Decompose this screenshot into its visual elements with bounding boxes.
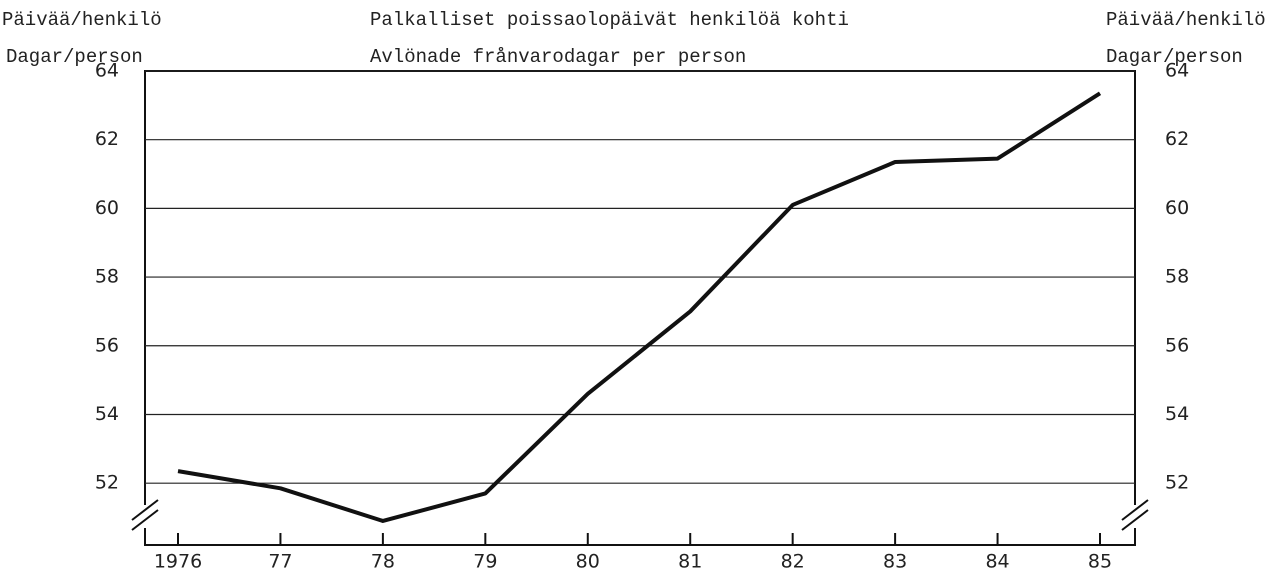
y-tick-label: 60 (95, 197, 119, 219)
y-axis-label: Päivää/henkilö (2, 9, 162, 31)
x-tick-label: 78 (371, 551, 395, 573)
plot-frame (144, 70, 1136, 505)
y2-axis-label: Päivää/henkilö (1106, 9, 1266, 31)
axis-break (131, 499, 159, 531)
y-tick-label: 62 (95, 128, 119, 150)
x-tick-label: 84 (985, 551, 1009, 573)
x-tick-label: 85 (1088, 551, 1112, 573)
x-tick-label: 83 (883, 551, 907, 573)
y-tick-label: 56 (95, 334, 119, 356)
x-tick-label: 80 (576, 551, 600, 573)
y2-axis-label: Dagar/person (1106, 46, 1243, 68)
chart-title: Avlönade frånvarodagar per person (370, 46, 746, 68)
y-tick-label: 54 (95, 403, 119, 425)
y-tick-label: 64 (95, 60, 119, 82)
y2-tick-label: 58 (1165, 266, 1189, 288)
y2-tick-label: 54 (1165, 403, 1189, 425)
y2-tick-label: 64 (1165, 60, 1189, 82)
x-tick-label: 82 (781, 551, 805, 573)
axis-break (1121, 499, 1149, 531)
y2-tick-label: 56 (1165, 334, 1189, 356)
chart-title: Palkalliset poissaolopäivät henkilöä koh… (370, 9, 849, 31)
x-tick-label: 1976 (154, 551, 202, 573)
x-tick-label: 81 (678, 551, 702, 573)
y-tick-label: 58 (95, 266, 119, 288)
y-tick-label: 52 (95, 472, 119, 494)
y2-tick-label: 60 (1165, 197, 1189, 219)
axes (131, 70, 1149, 546)
x-tick-label: 79 (473, 551, 497, 573)
y2-tick-label: 52 (1165, 472, 1189, 494)
x-tick-label: 77 (268, 551, 292, 573)
x-axis (144, 528, 1136, 546)
y2-tick-label: 62 (1165, 128, 1189, 150)
y-axis-label: Dagar/person (6, 46, 143, 68)
data-line (177, 91, 1102, 523)
